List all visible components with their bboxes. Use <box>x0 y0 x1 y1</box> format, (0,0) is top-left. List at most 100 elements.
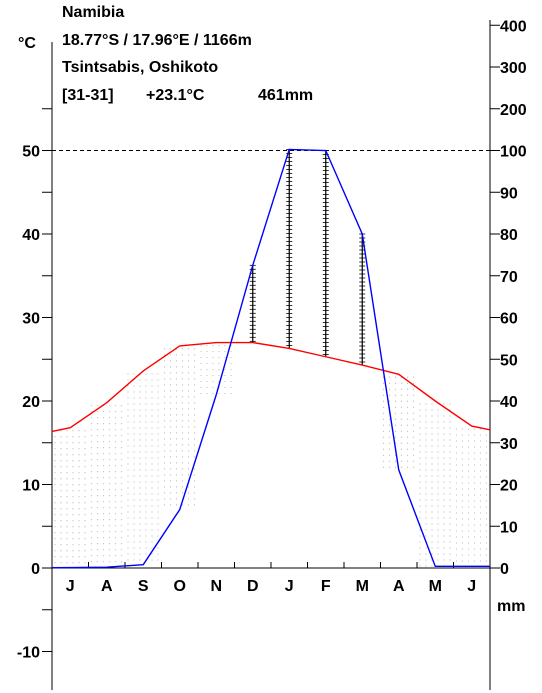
stipple-dot <box>455 518 458 520</box>
stipple-dot <box>467 512 470 514</box>
stipple-dot <box>412 406 415 408</box>
stipple-dot <box>218 368 220 371</box>
stipple-dot <box>90 459 93 461</box>
month-label: J <box>467 578 476 595</box>
stipple-dot <box>78 508 80 510</box>
stipple-dot <box>102 435 105 437</box>
stipple-dot <box>90 447 93 449</box>
stipple-dot <box>54 502 56 504</box>
stipple-dot <box>120 513 123 515</box>
stipple-dot <box>200 380 202 383</box>
stipple-dot <box>114 411 117 413</box>
stipple-dot <box>437 511 439 513</box>
stipple-dot <box>54 508 56 510</box>
stipple-dot <box>114 489 117 491</box>
stipple-dot <box>151 541 153 543</box>
stipple-dot <box>169 420 172 422</box>
stipple-dot <box>455 512 458 514</box>
right-tick-label: 400 <box>500 18 527 35</box>
stipple-dot <box>443 559 445 561</box>
stipple-dot <box>108 525 111 527</box>
stipple-dot <box>425 445 427 447</box>
stipple-dot <box>54 556 56 558</box>
stipple-dot <box>406 466 409 468</box>
stipple-dot <box>54 520 56 522</box>
stipple-dot <box>72 466 74 468</box>
stipple-dot <box>96 525 99 527</box>
stipple-dot <box>467 464 470 466</box>
stipple-dot <box>382 406 385 408</box>
stipple-dot <box>461 434 464 436</box>
stipple-dot <box>139 445 141 447</box>
stipple-dot <box>127 421 129 423</box>
stipple-dot <box>151 481 153 483</box>
stipple-dot <box>127 553 129 555</box>
station-name: Tsintsabis, Oshikoto <box>62 59 219 76</box>
stipple-dot <box>230 392 232 395</box>
stipple-dot <box>479 458 482 460</box>
stipple-dot <box>78 490 80 492</box>
stipple-dot <box>437 415 439 417</box>
stipple-dot <box>425 487 427 489</box>
stipple-dot <box>151 379 153 381</box>
stipple-dot <box>120 495 123 497</box>
stipple-dot <box>449 493 451 495</box>
stipple-dot <box>443 463 445 465</box>
stipple-dot <box>479 548 482 550</box>
stipple-dot <box>212 356 214 359</box>
stipple-dot <box>169 438 172 440</box>
stipple-dot <box>473 452 476 454</box>
stipple-dot <box>461 452 464 454</box>
stipple-dot <box>473 464 476 466</box>
stipple-dot <box>181 444 184 446</box>
stipple-dot <box>175 504 178 506</box>
stipple-dot <box>485 500 488 502</box>
stipple-dot <box>90 525 93 527</box>
right-tick-label: 300 <box>500 60 527 77</box>
stipple-dot <box>72 550 74 552</box>
stipple-dot <box>108 561 111 563</box>
stipple-dot <box>157 481 159 483</box>
axes <box>42 20 500 690</box>
stipple-dot <box>133 547 135 549</box>
stipple-dot <box>169 498 172 500</box>
stipple-dot <box>412 430 415 432</box>
stipple-dot <box>412 460 415 462</box>
stipple-dot <box>181 420 184 422</box>
stipple-dot <box>175 360 178 362</box>
stipple-dot <box>206 380 208 383</box>
stipple-dot <box>419 433 421 435</box>
stipple-dot <box>443 451 445 453</box>
stipple-dot <box>127 535 129 537</box>
stipple-dot <box>449 421 451 423</box>
left-tick-label: 40 <box>22 227 40 244</box>
stipple-dot <box>175 354 178 356</box>
stipple-dot <box>102 507 105 509</box>
stipple-dot <box>200 374 202 377</box>
stipple-dot <box>133 373 135 375</box>
stipple-dot <box>175 480 178 482</box>
stipple-dot <box>139 523 141 525</box>
stipple-dot <box>425 565 427 567</box>
stipple-dot <box>66 454 68 456</box>
stipple-dot <box>485 512 488 514</box>
stipple-dot <box>382 448 385 450</box>
stipple-dot <box>90 507 93 509</box>
stipple-dot <box>394 466 397 468</box>
series-lines <box>51 148 491 569</box>
stipple-dot <box>467 530 470 532</box>
stipple-dot <box>139 475 141 477</box>
stipple-dot <box>187 396 190 398</box>
stipple-dot <box>151 439 153 441</box>
stipple-dot <box>473 512 476 514</box>
stipple-dot <box>419 463 421 465</box>
stipple-dot <box>455 536 458 538</box>
stipple-dot <box>120 465 123 467</box>
stipple-dot <box>206 392 208 395</box>
stipple-dot <box>193 354 196 356</box>
stipple-dot <box>114 435 117 437</box>
stipple-dot <box>181 480 184 482</box>
stipple-dot <box>66 442 68 444</box>
stipple-dot <box>139 397 141 399</box>
stipple-dot <box>437 427 439 429</box>
